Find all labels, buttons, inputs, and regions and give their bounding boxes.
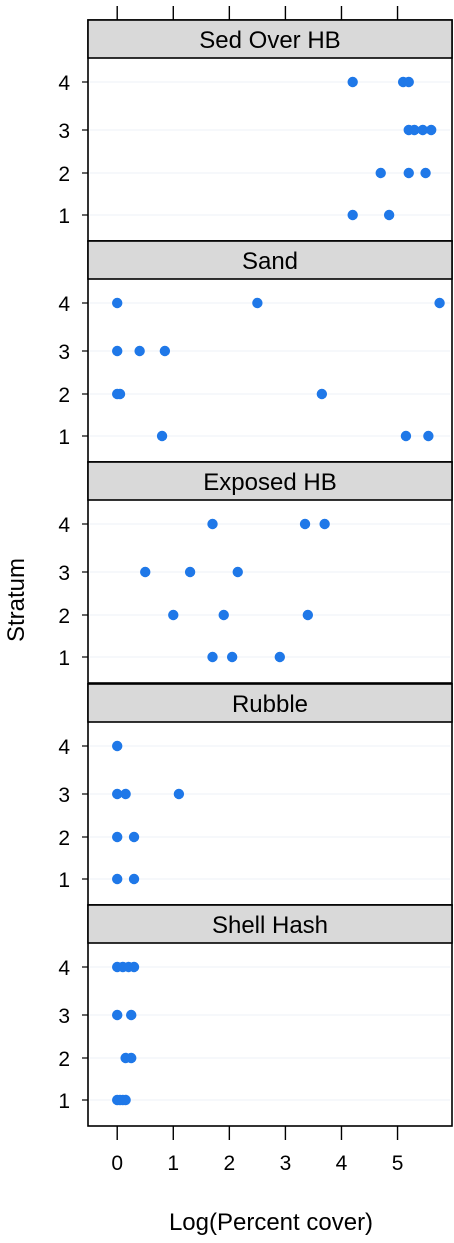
y-tick-label: 1 <box>58 647 70 670</box>
panel-sed-over-hb: Sed Over HB 1 2 3 4 <box>58 19 453 242</box>
data-point <box>207 651 218 663</box>
y-tick-label: 4 <box>58 736 70 759</box>
panel-strip-label: Shell Hash <box>212 912 328 939</box>
data-point <box>375 167 386 179</box>
data-point <box>252 297 263 309</box>
data-point <box>126 1009 137 1021</box>
panel-strip <box>87 904 453 944</box>
y-tick-label: 1 <box>58 869 70 892</box>
y-tick-label: 1 <box>58 426 70 449</box>
panel-strip-label: Exposed HB <box>203 469 336 496</box>
data-point <box>168 609 179 621</box>
data-point <box>274 651 286 663</box>
data-point <box>316 388 328 400</box>
panel-strip <box>87 240 453 280</box>
data-point <box>112 345 123 357</box>
y-tick-label: 3 <box>58 784 70 807</box>
panel-strip <box>87 683 453 723</box>
data-point <box>140 566 151 578</box>
panel-strip-label: Sand <box>242 248 298 275</box>
y-tick-label: 2 <box>58 827 70 850</box>
panel-rubble: Rubble 1 2 3 4 <box>58 683 453 906</box>
y-axis-title: Stratum <box>3 558 30 642</box>
data-point <box>128 831 140 843</box>
data-point <box>347 76 358 88</box>
y-tick-label: 4 <box>58 293 70 316</box>
data-point <box>173 788 185 800</box>
panel-exposed-hb: Exposed HB 1 2 3 4 <box>58 461 453 684</box>
y-tick-label: 1 <box>58 205 70 228</box>
data-point <box>112 1009 123 1021</box>
data-point <box>114 388 126 400</box>
y-tick-label: 4 <box>58 514 70 537</box>
data-point <box>120 1094 131 1106</box>
panel-sand: Sand 1 2 3 4 <box>58 240 453 463</box>
data-point <box>128 873 140 885</box>
data-point <box>128 961 140 973</box>
data-point <box>218 609 229 621</box>
y-tick-label: 2 <box>58 1048 70 1071</box>
panel-strip <box>87 19 453 59</box>
y-tick-label: 3 <box>58 120 70 143</box>
y-tick-label: 3 <box>58 562 70 585</box>
y-tick-label: 1 <box>58 1090 70 1113</box>
data-point <box>403 167 414 179</box>
data-point <box>434 297 445 309</box>
data-point <box>400 430 412 442</box>
x-tick-label: 2 <box>224 1152 236 1175</box>
data-point <box>156 430 168 442</box>
panel-strip-label: Rubble <box>232 691 308 718</box>
x-tick-label: 1 <box>167 1152 179 1175</box>
y-tick-label: 3 <box>58 341 70 364</box>
data-point <box>299 518 311 530</box>
data-point <box>112 788 123 800</box>
panel-strip <box>87 461 453 501</box>
data-point <box>226 651 238 663</box>
x-tick-label: 4 <box>336 1152 348 1175</box>
y-tick-label: 2 <box>58 384 70 407</box>
data-point <box>112 297 123 309</box>
data-point <box>207 518 218 530</box>
data-point <box>319 518 330 530</box>
data-point <box>302 609 314 621</box>
x-axis-title: Log(Percent cover) <box>169 1209 373 1236</box>
y-tick-label: 2 <box>58 163 70 186</box>
data-point <box>347 209 358 221</box>
data-point <box>403 76 414 88</box>
x-tick-label: 3 <box>280 1152 292 1175</box>
data-point <box>425 124 437 136</box>
x-tick-label: 0 <box>111 1152 123 1175</box>
panel-strip-label: Sed Over HB <box>199 27 340 54</box>
panel-shell-hash: Shell Hash 1 2 3 4 <box>58 904 453 1127</box>
y-tick-label: 3 <box>58 1005 70 1028</box>
data-point <box>112 831 123 843</box>
data-point <box>417 124 428 136</box>
data-point <box>232 566 243 578</box>
data-point <box>383 209 395 221</box>
data-point <box>420 167 431 179</box>
data-point <box>159 345 171 357</box>
data-point <box>134 345 145 357</box>
data-point <box>409 124 420 136</box>
y-tick-label: 4 <box>58 957 70 980</box>
data-point <box>184 566 196 578</box>
data-point <box>112 873 123 885</box>
data-point <box>120 788 131 800</box>
x-tick-label: 5 <box>392 1152 404 1175</box>
y-tick-label: 2 <box>58 605 70 628</box>
y-tick-label: 4 <box>58 72 70 95</box>
data-point <box>112 740 123 752</box>
data-point <box>126 1052 137 1064</box>
data-point <box>423 430 434 442</box>
